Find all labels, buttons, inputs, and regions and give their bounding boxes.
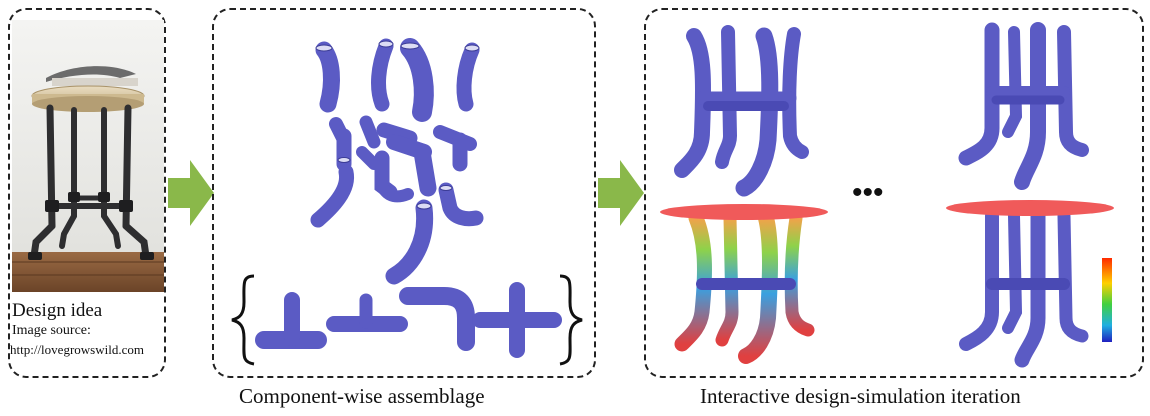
image-source-url: http://lovegrowswild.com xyxy=(10,342,144,357)
assemblage-panel xyxy=(212,8,596,378)
simulated-stool-initial xyxy=(660,204,828,364)
tee-joint-icon xyxy=(255,292,327,349)
iteration-panel xyxy=(644,8,1144,378)
ellipsis: ••• xyxy=(852,176,884,209)
assemblage-caption: Component-wise assemblage xyxy=(239,384,485,408)
iteration-models: ••• xyxy=(660,22,1114,368)
design-idea-panel xyxy=(8,8,166,378)
image-source-label: Image source: xyxy=(12,323,91,338)
iteration-caption: Interactive design-simulation iteration xyxy=(700,384,1021,408)
stool-model-refined xyxy=(958,22,1089,190)
cross-joint-icon xyxy=(472,282,562,358)
arrow-right-icon-2 xyxy=(598,160,644,226)
arrow-right-icon xyxy=(168,160,214,226)
color-scale-bar xyxy=(1102,258,1112,342)
tee-joint-icon-2 xyxy=(326,293,408,332)
exploded-pipe-assembly xyxy=(231,38,583,366)
pipe-stool-photo xyxy=(12,20,164,292)
elbow-joint-icon xyxy=(399,287,475,351)
simulated-stool-refined xyxy=(946,200,1114,368)
design-idea-label: Design idea xyxy=(12,300,103,321)
stool-model-initial xyxy=(674,25,809,197)
